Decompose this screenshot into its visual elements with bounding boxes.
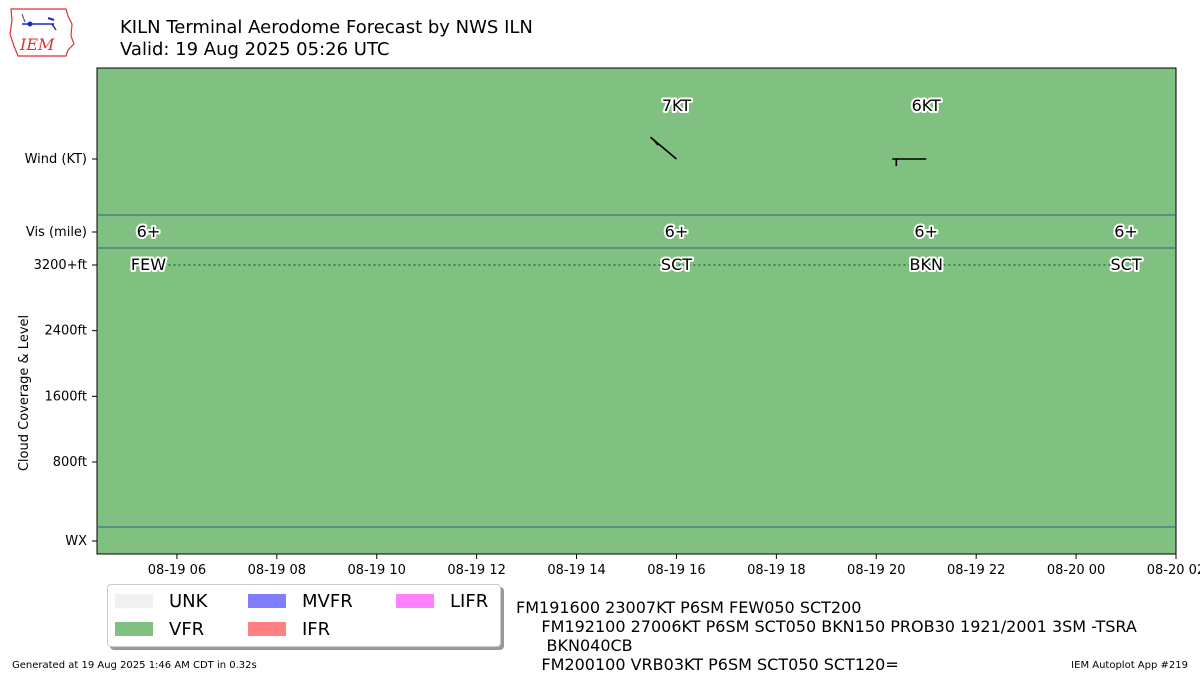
generated-footer: Generated at 19 Aug 2025 1:46 AM CDT in …	[12, 660, 257, 671]
chart-subtitle: Valid: 19 Aug 2025 05:26 UTC	[120, 39, 390, 60]
legend-swatch	[115, 622, 153, 636]
y-tick-label-cloud: 1600ft	[44, 389, 87, 404]
sky-cover-label: BKN	[910, 255, 943, 274]
visibility-label: 6+	[1114, 222, 1138, 241]
x-tick-label: 08-19 12	[447, 563, 505, 578]
legend-item-lifr: LIFR	[396, 590, 489, 612]
legend-item-ifr: IFR	[248, 618, 331, 640]
flight-category-band	[97, 68, 677, 554]
taf-line: FM191600 23007KT P6SM FEW050 SCT200	[516, 598, 862, 617]
iem-logo-text: IEM	[19, 35, 55, 54]
legend-swatch	[115, 594, 153, 608]
x-tick-label: 08-19 22	[947, 563, 1005, 578]
y-tick-label-vis: Vis (mile)	[26, 225, 87, 240]
sky-cover-label: SCT	[1110, 255, 1141, 274]
legend-item-unk: UNK	[115, 590, 208, 612]
legend-swatch	[396, 594, 434, 608]
legend-swatch	[248, 594, 286, 608]
legend-label: IFR	[302, 618, 331, 640]
legend: UNK MVFR LIFR VFR IFR	[107, 584, 501, 647]
x-tick-label: 08-19 16	[647, 563, 705, 578]
flight-category-band	[1126, 68, 1176, 554]
y-tick-label-cloud: 2400ft	[44, 324, 87, 339]
wind-barb-flag	[652, 139, 659, 146]
legend-label: LIFR	[450, 590, 489, 612]
legend-label: VFR	[169, 618, 205, 640]
sky-cover-label: FEW	[131, 255, 166, 274]
flight-category-band	[676, 68, 927, 554]
x-tick-label: 08-19 10	[348, 563, 406, 578]
taf-line: FM200100 VRB03KT P6SM SCT050 SCT120=	[516, 655, 899, 674]
x-tick-label: 08-19 20	[847, 563, 905, 578]
taf-line: FM192100 27006KT P6SM SCT050 BKN150 PROB…	[516, 617, 1137, 636]
y-tick-label-cloud: 3200+ft	[34, 258, 87, 273]
flight-category-band	[926, 68, 1127, 554]
y-tick-label-wind: Wind (KT)	[25, 152, 87, 167]
legend-swatch	[248, 622, 286, 636]
sky-cover-label: SCT	[661, 255, 692, 274]
legend-item-vfr: VFR	[115, 618, 205, 640]
y-axis-title: Cloud Coverage & Level	[17, 315, 32, 471]
iem-logo: IEM	[9, 8, 75, 57]
x-tick-label: 08-19 08	[248, 563, 306, 578]
legend-item-mvfr: MVFR	[248, 590, 353, 612]
visibility-label: 6+	[914, 222, 938, 241]
x-tick-label: 08-19 14	[547, 563, 605, 578]
visibility-label: 6+	[137, 222, 161, 241]
wind-barb	[892, 158, 927, 166]
wind-speed-label: 7KT	[662, 96, 691, 115]
app-footer: IEM Autoplot App #219	[1071, 660, 1188, 671]
legend-label: MVFR	[302, 590, 353, 612]
wind-barb	[649, 136, 677, 160]
taf-text: FM191600 23007KT P6SM FEW050 SCT200 FM19…	[516, 598, 1137, 674]
legend-label: UNK	[169, 590, 208, 612]
y-tick-label-cloud: 800ft	[53, 455, 87, 470]
taf-line: BKN040CB	[516, 636, 633, 655]
chart-title: KILN Terminal Aerodome Forecast by NWS I…	[120, 17, 533, 38]
plot-frame	[96, 67, 1177, 555]
visibility-label: 6+	[665, 222, 689, 241]
y-tick-label-wx: WX	[65, 534, 87, 549]
x-tick-label: 08-20 00	[1047, 563, 1105, 578]
x-tick-label: 08-20 02	[1147, 563, 1200, 578]
x-tick-label: 08-19 18	[747, 563, 805, 578]
x-tick-label: 08-19 06	[148, 563, 206, 578]
wind-speed-label: 6KT	[912, 96, 941, 115]
